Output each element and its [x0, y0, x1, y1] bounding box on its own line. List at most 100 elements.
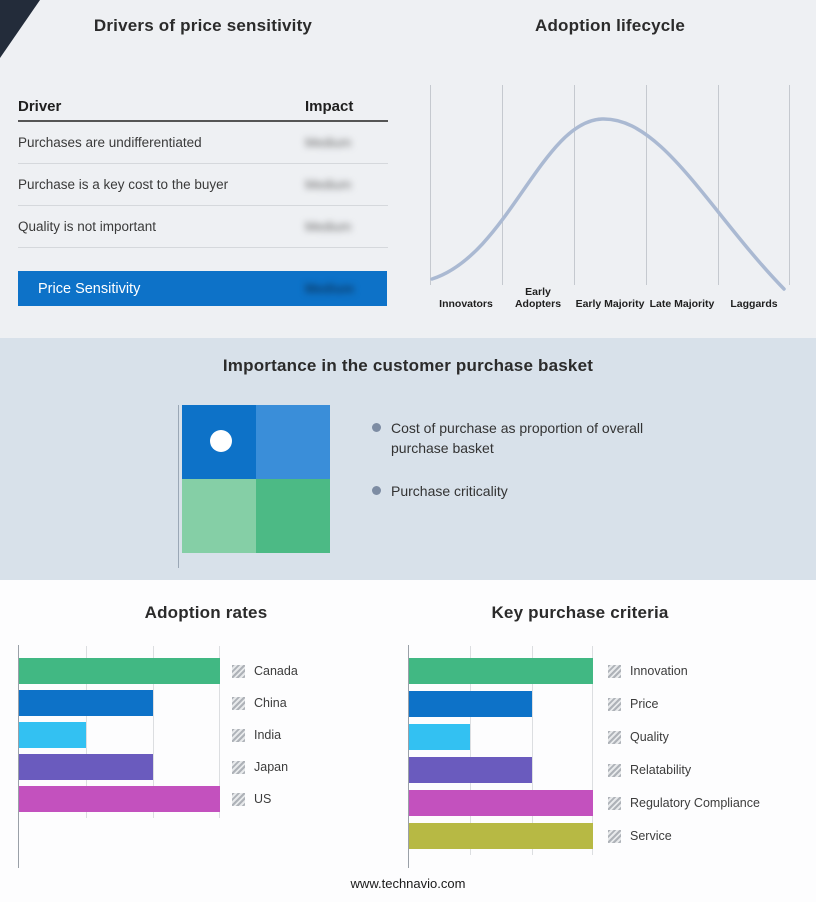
impact-column-header: Impact — [305, 97, 354, 115]
legend-item-quality: Quality — [608, 724, 760, 750]
purchase-basket-matrix — [182, 405, 330, 553]
gridline — [430, 85, 431, 285]
gridline — [152, 646, 154, 818]
lifecycle-title: Adoption lifecycle — [534, 16, 685, 35]
legend-swatch — [608, 796, 621, 810]
legend-item-price: Price — [608, 691, 760, 717]
legend-label: Innovation — [630, 664, 688, 678]
adoption-rates-chart — [19, 646, 220, 818]
bell-curve-path — [430, 117, 786, 291]
legend-swatch — [608, 730, 621, 744]
matrix-axis-line — [178, 405, 179, 568]
purchase-basket-section: Importance in the customer purchase bask… — [0, 338, 816, 580]
stage-label-late-majority: Late Majority — [649, 298, 715, 311]
driver-column-header: Driver — [18, 97, 62, 115]
legend-label: China — [254, 696, 287, 710]
legend-swatch — [232, 696, 245, 710]
top-section: Drivers of price sensitivity Adoption li… — [0, 0, 816, 338]
legend-label: Price — [630, 697, 659, 711]
quadrant-bottom-right — [256, 479, 330, 553]
gridline — [502, 85, 503, 285]
legend-swatch — [608, 664, 621, 678]
position-marker-dot — [210, 430, 232, 452]
lifecycle-stage-labels: Innovators Early Adopters Early Majority… — [430, 286, 790, 311]
basket-bullet-list: Cost of purchase as proportion of overal… — [372, 418, 644, 523]
stage-label-innovators: Innovators — [439, 298, 493, 311]
bar-relatability — [409, 757, 532, 783]
legend-label: India — [254, 728, 282, 742]
impact-value: Medium — [305, 219, 352, 234]
price-sensitivity-impact: Medium — [305, 281, 355, 296]
bar-price — [409, 691, 532, 717]
price-sensitivity-summary-bar: Price Sensitivity Medium — [18, 271, 387, 306]
bullet-text: Cost of purchase as proportion of overal… — [391, 420, 644, 457]
drivers-table: Driver Impact Purchases are undifferenti… — [18, 92, 388, 248]
bullet-icon — [372, 423, 381, 432]
bar-canada — [19, 658, 220, 684]
legend-swatch — [232, 792, 245, 806]
bar-india — [19, 722, 86, 748]
stage-label-laggards: Laggards — [730, 298, 778, 311]
purchase-basket-title: Importance in the customer purchase bask… — [222, 356, 594, 375]
key-purchase-criteria-chart — [409, 646, 593, 855]
legend-item-india: India — [232, 722, 298, 748]
gridline — [574, 85, 575, 285]
impact-value: Medium — [305, 135, 352, 150]
legend-label: Quality — [630, 730, 669, 744]
legend-swatch — [232, 664, 245, 678]
legend-label: Relatability — [630, 763, 692, 777]
legend-item-japan: Japan — [232, 754, 298, 780]
legend-label: Canada — [254, 664, 298, 678]
gridline — [592, 646, 593, 855]
legend-item-innovation: Innovation — [608, 658, 760, 684]
price-sensitivity-label: Price Sensitivity — [38, 280, 141, 297]
driver-cell: Quality is not important — [18, 219, 157, 234]
legend-swatch — [608, 763, 621, 777]
list-item: Purchase criticality — [372, 481, 644, 501]
adoption-lifecycle-chart — [430, 85, 790, 291]
legend-swatch — [232, 760, 245, 774]
quadrant-bottom-left — [182, 479, 256, 553]
bar-us — [19, 786, 220, 812]
driver-cell: Purchase is a key cost to the buyer — [18, 177, 229, 192]
drivers-table-header: Driver Impact — [18, 92, 388, 122]
bottom-section: Adoption rates Key purchase criteria Can… — [0, 580, 816, 902]
bar-regulatory-compliance — [409, 790, 593, 816]
key-purchase-criteria-title: Key purchase criteria — [491, 603, 669, 622]
y-axis-line — [408, 645, 409, 868]
key-purchase-criteria-legend: Innovation Price Quality Relatability Re… — [608, 658, 760, 856]
bar-innovation — [409, 658, 593, 684]
bar-service — [409, 823, 593, 849]
legend-item-china: China — [232, 690, 298, 716]
legend-label: Regulatory Compliance — [630, 796, 760, 810]
adoption-rates-title: Adoption rates — [144, 603, 268, 622]
legend-label: Japan — [254, 760, 289, 774]
legend-item-regulatory-compliance: Regulatory Compliance — [608, 790, 760, 816]
legend-label: Service — [630, 829, 672, 843]
bullet-icon — [372, 485, 381, 495]
table-row: Quality is not important Medium — [18, 206, 388, 248]
bar-quality — [409, 724, 471, 750]
bar-china — [19, 690, 153, 716]
stage-label-early-majority: Early Majority — [575, 298, 645, 311]
gridline — [646, 85, 647, 285]
legend-swatch — [608, 829, 621, 843]
y-axis-line — [18, 645, 19, 868]
gridline — [219, 646, 220, 818]
gridline — [531, 646, 533, 855]
gridline — [789, 85, 790, 285]
gridline — [718, 85, 719, 285]
legend-swatch — [608, 697, 621, 711]
driver-cell: Purchases are undifferentiated — [18, 135, 202, 150]
gridline — [85, 646, 87, 818]
legend-item-service: Service — [608, 823, 760, 849]
legend-item-relatability: Relatability — [608, 757, 760, 783]
website-url: www.technavio.com — [350, 876, 466, 891]
legend-label: US — [254, 792, 272, 806]
gridline — [470, 646, 472, 855]
bell-curve — [430, 117, 786, 291]
legend-item-us: US — [232, 786, 298, 812]
quadrant-top-right — [256, 405, 330, 479]
legend-swatch — [232, 728, 245, 742]
